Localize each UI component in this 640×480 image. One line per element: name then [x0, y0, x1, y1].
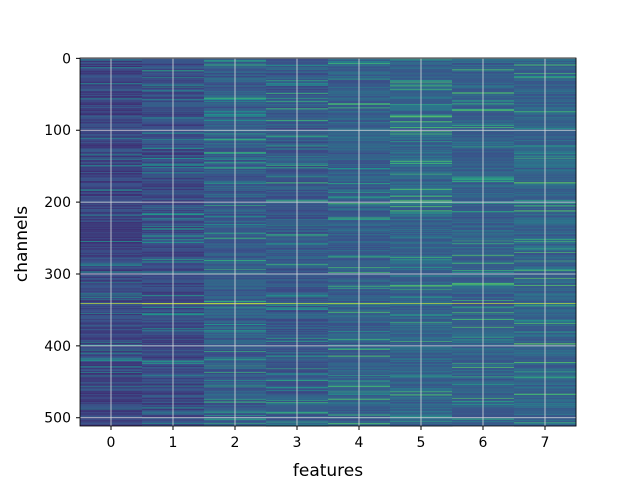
- y-tick-label: 300: [44, 267, 71, 283]
- y-tick-label: 500: [44, 411, 71, 427]
- x-tick-label: 1: [169, 435, 178, 451]
- y-tick-label: 200: [44, 195, 71, 211]
- grid-lines: [80, 57, 576, 426]
- y-tick-label: 0: [62, 51, 71, 67]
- x-tick-label: 6: [479, 435, 488, 451]
- y-tick-label: 400: [44, 339, 71, 355]
- y-tick-label: 100: [44, 123, 71, 139]
- x-axis: 0 1 2 3 4 5 6 7: [107, 426, 550, 451]
- x-axis-label: features: [293, 461, 363, 480]
- heatmap-plot-area: [79, 57, 577, 427]
- heatmap-cells: [80, 58, 577, 427]
- x-tick-label: 5: [417, 435, 426, 451]
- x-tick-label: 7: [541, 435, 550, 451]
- plot-frame: [79, 57, 577, 427]
- y-axis: 0 100 200 300 400 500: [44, 51, 80, 427]
- x-tick-label: 2: [231, 435, 240, 451]
- x-tick-label: 4: [355, 435, 364, 451]
- y-axis-label: channels: [12, 206, 32, 282]
- x-tick-label: 0: [107, 435, 116, 451]
- x-tick-label: 3: [293, 435, 302, 451]
